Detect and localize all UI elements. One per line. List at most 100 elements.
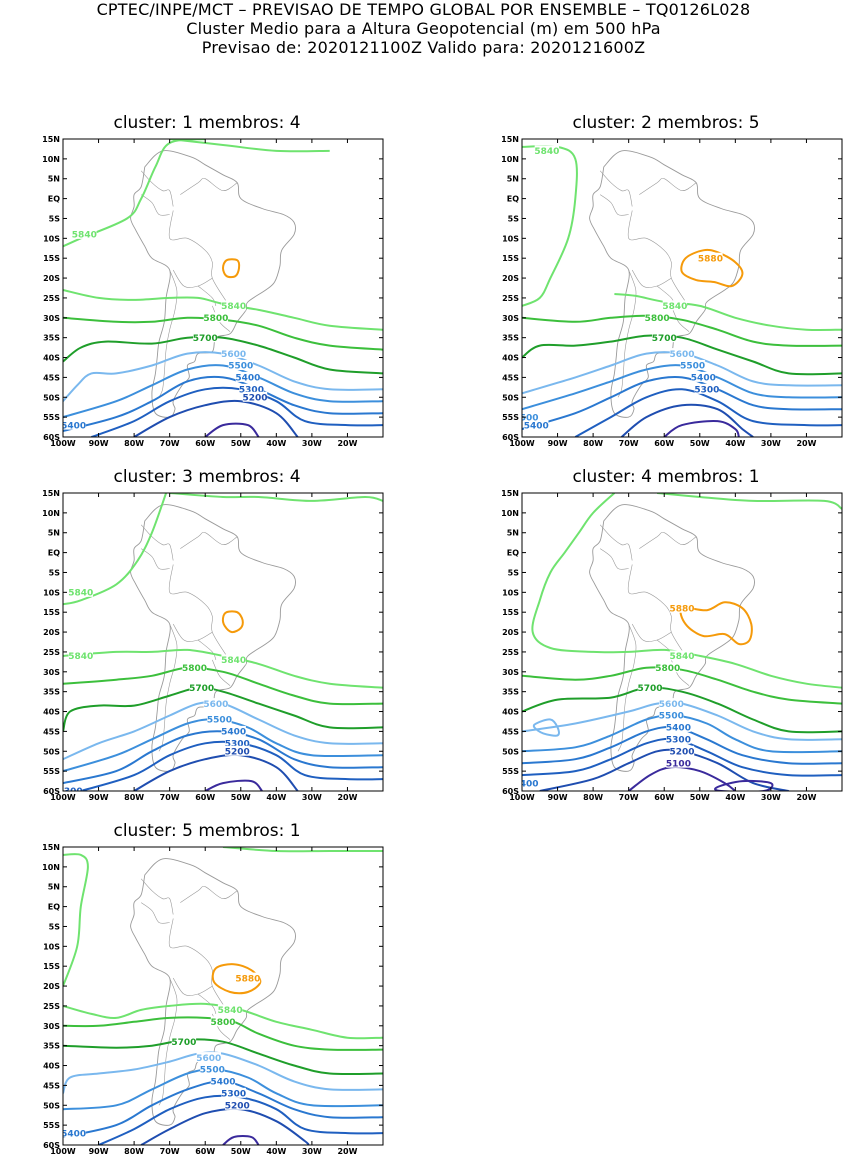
contour-line <box>663 419 740 437</box>
lat-tick-label: 10N <box>42 509 60 518</box>
map-frame <box>62 492 384 792</box>
contour-line <box>221 610 244 634</box>
lat-tick-label: 35S <box>502 688 519 697</box>
contour-label: 5500 <box>680 362 705 372</box>
lat-tick-label: 15N <box>42 135 60 144</box>
lat-tick-label: 30S <box>502 314 519 323</box>
lat-tick-label: 60S <box>502 787 519 796</box>
contour-label-bg <box>189 682 214 693</box>
lat-tick-label: 25S <box>43 648 60 657</box>
lon-tick-label: 20W <box>796 793 816 802</box>
contour-label: 5800 <box>210 1018 235 1028</box>
contour-label-bg <box>239 383 264 394</box>
contour-label-bg <box>652 332 677 343</box>
contour-line <box>522 666 842 705</box>
lat-tick-label: 40S <box>502 708 519 717</box>
lat-tick-label: 60S <box>43 433 60 442</box>
contour-label: 5600 <box>659 700 684 710</box>
lon-tick-label: 80W <box>124 1147 144 1156</box>
country-border <box>168 210 229 307</box>
contour-line <box>63 666 383 706</box>
lon-tick-label: 60W <box>654 439 674 448</box>
contour-label-bg <box>522 777 539 788</box>
contour-label-bg <box>217 1004 243 1015</box>
lon-tick-label: 60W <box>654 793 674 802</box>
country-border <box>172 269 213 288</box>
contour-label: 5840 <box>534 147 559 157</box>
country-border <box>631 269 672 288</box>
map-1: 5840584058005700560055005400530052005400… <box>42 135 384 448</box>
lat-tick-label: 15S <box>502 254 519 263</box>
contour-line <box>169 139 330 153</box>
contour-label: 5300 <box>221 1090 246 1100</box>
lat-tick-label: 15N <box>42 843 60 852</box>
contour-line <box>91 386 383 437</box>
country-border <box>197 285 217 307</box>
country-border <box>141 548 170 570</box>
country-border <box>631 623 672 642</box>
lat-tick-label: 5N <box>48 175 60 184</box>
contour-line <box>532 718 560 737</box>
contour-label: 400 <box>520 779 539 789</box>
lat-tick-label: 5N <box>507 529 519 538</box>
lon-tick-label: 40W <box>266 793 286 802</box>
country-border <box>158 977 178 1106</box>
contour-line <box>169 493 383 502</box>
contour-label-bg <box>221 348 246 359</box>
lon-tick-label: 50W <box>690 439 710 448</box>
lat-tick-label: 10S <box>43 234 60 243</box>
contour-line <box>657 493 842 510</box>
contour-line <box>204 422 260 437</box>
lat-tick-label: 25S <box>43 294 60 303</box>
country-border <box>140 524 174 561</box>
panel-title: cluster: 3 membros: 4 <box>113 467 301 487</box>
contour-label-bg <box>242 391 268 402</box>
contour-label: 5800 <box>203 314 228 324</box>
contour-label-bg <box>221 654 246 665</box>
contour-label-bg <box>210 1016 236 1027</box>
contour-label-bg <box>228 359 253 370</box>
contour-line <box>63 375 383 432</box>
lon-tick-label: 90W <box>548 793 568 802</box>
lat-tick-label: 20S <box>502 628 519 637</box>
lat-tick-label: 50S <box>43 747 60 756</box>
contour-label: 5400 <box>221 728 246 738</box>
map-layer: 5840 5880 5840 5800 5700 5600 5500 5400 5300 5400… <box>522 145 842 437</box>
contour-label: 5200 <box>669 747 694 757</box>
lat-tick-label: 10S <box>43 942 60 951</box>
lon-tick-label: 30W <box>302 439 322 448</box>
contour-label: 5600 <box>221 350 246 360</box>
country-border <box>141 902 170 924</box>
contour-label-bg <box>666 733 691 744</box>
contour-label: 5200 <box>242 393 267 403</box>
lat-tick-label: 50S <box>502 393 519 402</box>
lat-tick-label: 20S <box>43 274 60 283</box>
contour-line <box>222 847 383 853</box>
country-border <box>600 548 629 570</box>
lat-tick-label: 35S <box>43 688 60 697</box>
lat-tick-label: 5S <box>49 568 61 577</box>
contour-line <box>522 145 578 307</box>
lat-tick-label: 15S <box>502 608 519 617</box>
contour-label-bg <box>63 1127 86 1138</box>
lat-tick-label: 45S <box>43 373 60 382</box>
lat-tick-label: 15N <box>42 489 60 498</box>
lon-tick-label: 90W <box>89 439 109 448</box>
lon-tick-label: 90W <box>548 439 568 448</box>
map-frame <box>521 492 843 792</box>
lat-tick-label: 35S <box>43 1042 60 1051</box>
lat-tick-label: 30S <box>43 1022 60 1031</box>
contour-line <box>133 753 299 791</box>
country-border <box>639 178 697 195</box>
contour-label-bg <box>72 228 97 239</box>
lon-tick-label: 70W <box>160 793 180 802</box>
contour-label: 5840 <box>221 656 246 666</box>
map-frame <box>521 138 843 438</box>
header-line-1: CPTEC/INPE/MCT – PREVISAO DE TEMPO GLOBA… <box>96 0 751 19</box>
contour-label: 5700 <box>652 334 677 344</box>
lat-tick-label: 15N <box>501 489 519 498</box>
lon-tick-label: 60W <box>195 439 215 448</box>
contour-label: 5300 <box>239 386 264 396</box>
cluster-panel-3: cluster: 3 membros: 4 5840 5840 5840 5800 57… <box>27 467 387 802</box>
